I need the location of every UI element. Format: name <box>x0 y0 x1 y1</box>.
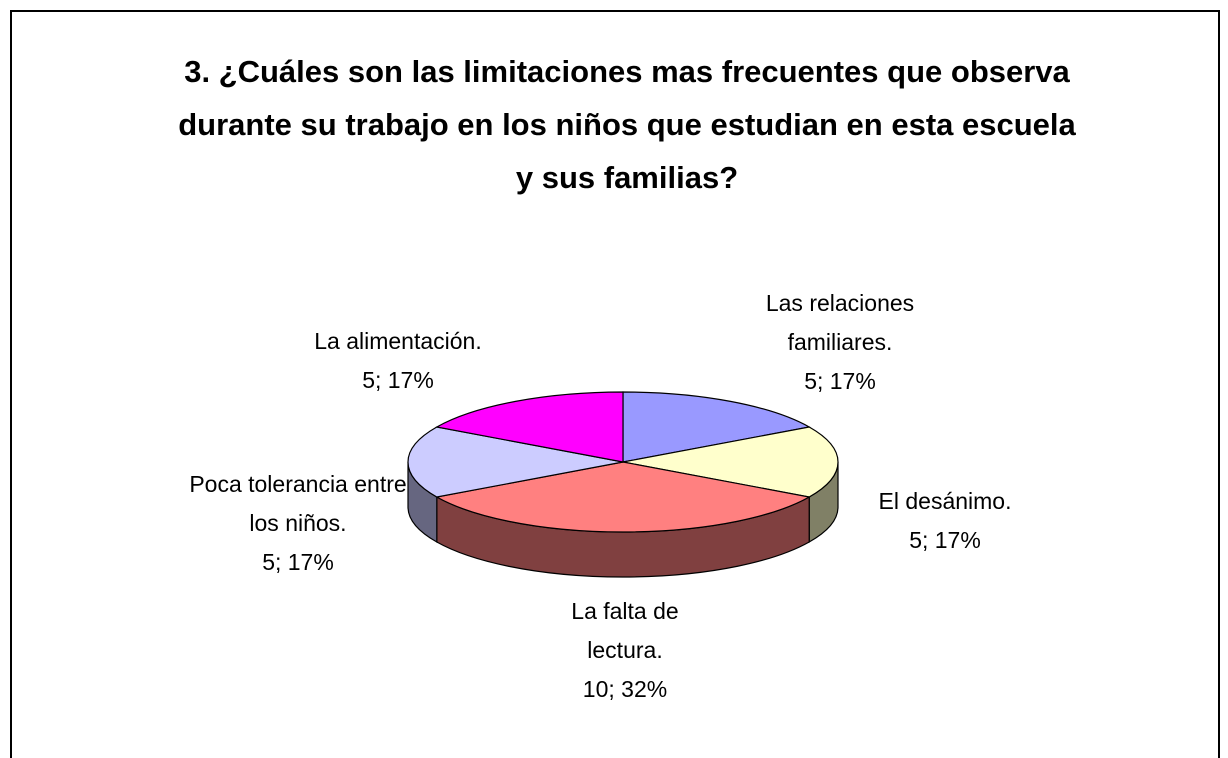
value-label: 5; 17% <box>262 549 334 575</box>
category-label: La falta de lectura. <box>571 598 679 663</box>
chart-frame <box>10 10 1220 758</box>
value-label: 5; 17% <box>362 367 434 393</box>
slice <box>435 391 624 463</box>
data-label: La falta de lectura. 10; 32% <box>550 592 700 709</box>
category-label: Poca tolerancia entre los niños. <box>189 471 407 536</box>
data-label: La alimentación. 5; 17% <box>263 322 533 400</box>
value-label: 5; 17% <box>804 368 876 394</box>
category-label: El desánimo. <box>878 488 1012 514</box>
data-label: Las relaciones familiares. 5; 17% <box>730 284 950 401</box>
category-label: Las relaciones familiares. <box>765 290 915 355</box>
value-label: 10; 32% <box>582 676 668 702</box>
slice <box>622 426 839 498</box>
slice <box>622 391 811 463</box>
chart-title: 3. ¿Cuáles son las limitaciones mas frec… <box>178 54 1076 195</box>
data-label: El desánimo. 5; 17% <box>845 482 1045 560</box>
category-label: La alimentación. <box>314 328 482 354</box>
data-label: Poca tolerancia entre los niños. 5; 17% <box>178 465 418 582</box>
slice <box>435 461 811 533</box>
slice <box>407 426 624 498</box>
value-label: 5; 17% <box>909 527 981 553</box>
